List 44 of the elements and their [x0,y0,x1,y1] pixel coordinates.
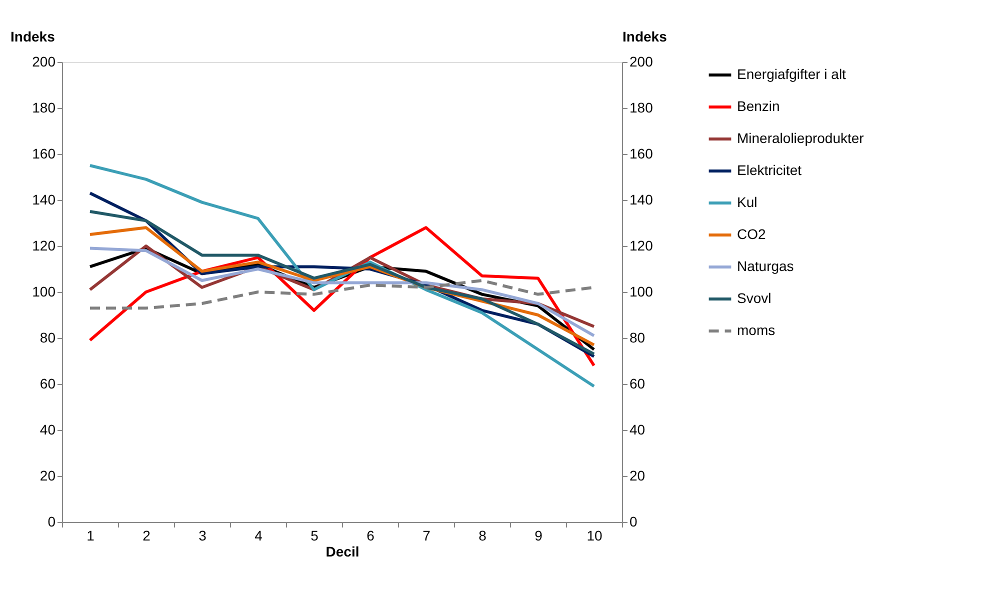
y-tick-label: 100 [32,284,56,300]
legend-label: Energiafgifter i alt [737,66,846,82]
y-tick-label: 180 [32,100,56,116]
legend-label: moms [737,322,776,338]
x-axis-title: Decil [326,544,360,560]
x-tick-label: 7 [422,528,431,544]
x-tick-label: 9 [534,528,543,544]
y-tick-label: 20 [40,468,56,484]
legend-label: CO2 [737,226,766,242]
y2-tick-label: 120 [630,238,654,254]
legend-label: Kul [737,194,758,210]
y2-tick-label: 20 [630,468,646,484]
y-tick-label: 200 [32,54,56,70]
y2-tick-label: 200 [630,54,654,70]
x-tick-label: 5 [310,528,319,544]
x-tick-label: 8 [478,528,487,544]
legend-label: Elektricitet [737,162,802,178]
legend-label: Benzin [737,98,780,114]
x-tick-label: 6 [366,528,375,544]
y2-axis-title: Indeks [622,28,668,44]
y-tick-label: 60 [40,376,56,392]
y-tick-label: 0 [48,514,56,530]
y2-tick-label: 40 [630,422,646,438]
x-tick-label: 1 [86,528,95,544]
y-tick-label: 40 [40,422,56,438]
x-tick-label: 3 [198,528,207,544]
y2-tick-label: 60 [630,376,646,392]
y2-tick-label: 100 [630,284,654,300]
y-tick-label: 80 [40,330,56,346]
legend-label: Mineralolieprodukter [737,130,864,146]
x-tick-label: 4 [254,528,263,544]
legend-label: Svovl [737,290,772,306]
y-tick-label: 140 [32,192,56,208]
y-tick-label: 120 [32,238,56,254]
y2-tick-label: 180 [630,100,654,116]
y2-tick-label: 80 [630,330,646,346]
y-tick-label: 160 [32,146,56,162]
x-tick-label: 2 [142,528,151,544]
y2-tick-label: 160 [630,146,654,162]
y2-tick-label: 140 [630,192,654,208]
y2-tick-label: 0 [630,514,638,530]
x-tick-label: 10 [586,528,602,544]
y-axis-title: Indeks [10,28,56,44]
legend-label: Naturgas [737,258,794,274]
